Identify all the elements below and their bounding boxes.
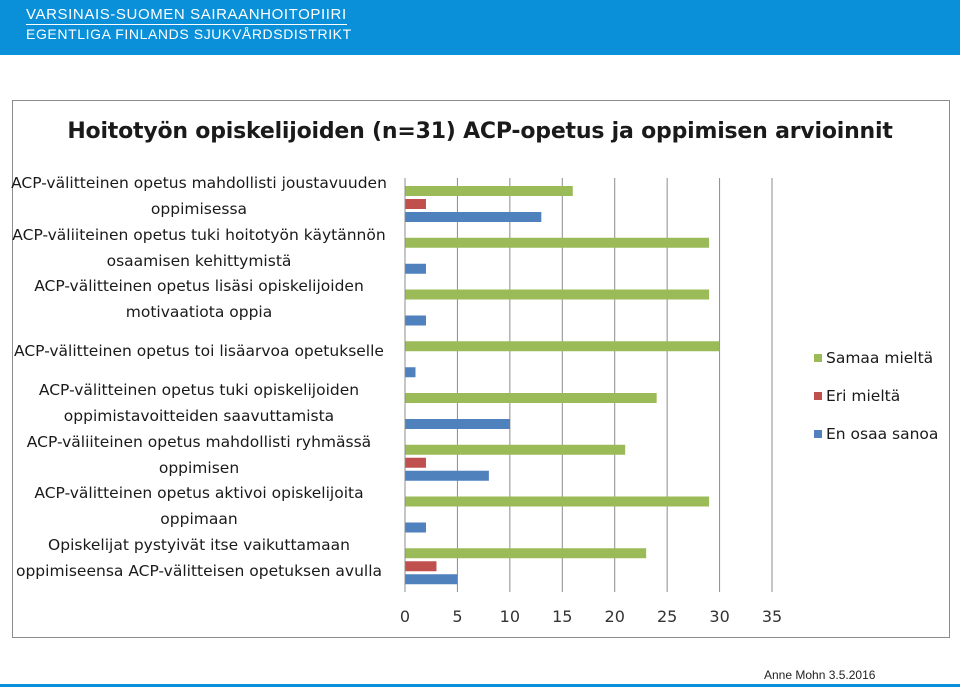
- legend-swatch: [814, 392, 822, 400]
- bar-samaa-mielta: [405, 341, 720, 352]
- legend-item: Eri mieltä: [814, 386, 900, 406]
- organization-name-finnish: VARSINAIS-SUOMEN SAIRAANHOITOPIIRI: [26, 6, 347, 25]
- bar-eri-mielta: [405, 199, 426, 209]
- x-tick-label: 20: [605, 607, 625, 626]
- bar-samaa-mielta: [405, 548, 647, 559]
- footer-author-date: Anne Mohn 3.5.2016: [764, 668, 876, 682]
- category-label: ACP-väliiteinen opetus tuki hoitotyön kä…: [12, 225, 386, 270]
- legend-swatch: [814, 354, 822, 362]
- bar-eri-mielta: [405, 457, 426, 468]
- category-label: ACP-välitteinen opetus tuki opiskelijoid…: [38, 380, 360, 425]
- legend-item: Samaa mieltä: [814, 348, 933, 368]
- category-label: ACP-välitteinen opetus aktivoi opiskelij…: [34, 484, 364, 529]
- bar-en-osaa-sanoa: [405, 419, 510, 429]
- header-bar: VARSINAIS-SUOMEN SAIRAANHOITOPIIRI EGENT…: [0, 0, 960, 55]
- bar-samaa-mielta: [405, 444, 626, 455]
- x-tick-label: 25: [657, 607, 677, 626]
- category-label: ACP-välitteinen opetus toi lisäarvoa ope…: [14, 342, 384, 361]
- organization-name-swedish: EGENTLIGA FINLANDS SJUKVÅRDSDISTRIKT: [26, 26, 352, 42]
- bar-eri-mielta: [405, 561, 437, 572]
- legend-label: En osaa sanoa: [826, 425, 939, 443]
- bar-samaa-mielta: [405, 186, 573, 196]
- bar-en-osaa-sanoa: [405, 212, 542, 222]
- bar-samaa-mielta: [405, 237, 710, 248]
- x-tick-label: 0: [400, 607, 410, 626]
- bar-en-osaa-sanoa: [405, 315, 426, 326]
- category-label: ACP-väliiteinen opetus mahdollisti ryhmä…: [26, 432, 372, 477]
- bar-en-osaa-sanoa: [405, 367, 416, 378]
- bar-samaa-mielta: [405, 289, 710, 300]
- bar-samaa-mielta: [405, 496, 710, 507]
- legend-item: En osaa sanoa: [814, 424, 938, 444]
- bar-en-osaa-sanoa: [405, 470, 489, 481]
- bar-en-osaa-sanoa: [405, 522, 426, 533]
- x-tick-label: 10: [500, 607, 520, 626]
- footer-bar: [0, 684, 960, 687]
- bar-samaa-mielta: [405, 393, 657, 403]
- x-tick-label: 30: [709, 607, 729, 626]
- x-tick-label: 5: [452, 607, 462, 626]
- bar-en-osaa-sanoa: [405, 263, 426, 274]
- legend-label: Samaa mieltä: [826, 349, 934, 367]
- legend-swatch: [814, 430, 822, 438]
- chart-title: Hoitotyön opiskelijoiden (n=31) ACP-opet…: [67, 119, 893, 144]
- x-tick-label: 35: [762, 607, 782, 626]
- category-label: Opiskelijat pystyivät itse vaikuttamaan …: [15, 536, 383, 581]
- legend-label: Eri mieltä: [826, 387, 901, 405]
- category-label: ACP-välitteinen opetus mahdollisti joust…: [11, 173, 387, 218]
- category-label: ACP-välitteinen opetus lisäsi opiskelijo…: [34, 277, 364, 322]
- x-tick-label: 15: [552, 607, 572, 626]
- bar-en-osaa-sanoa: [405, 574, 458, 585]
